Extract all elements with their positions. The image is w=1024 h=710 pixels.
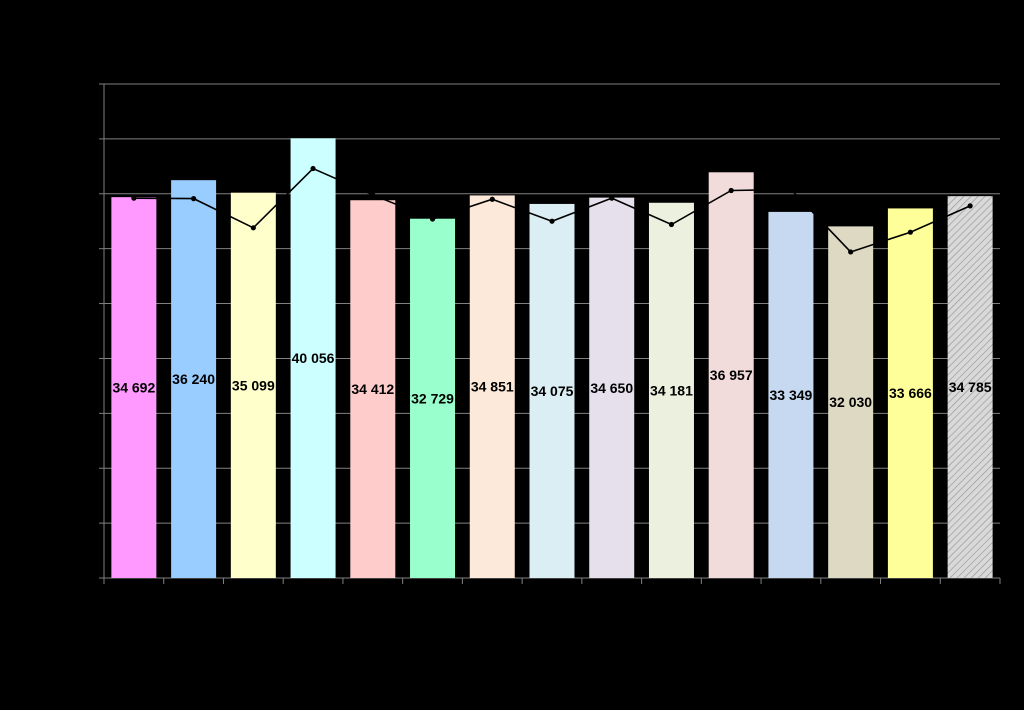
bar-value-label: 34 075 (531, 383, 574, 399)
bar (469, 195, 515, 579)
bar-value-label: 34 785 (949, 379, 992, 395)
line-point (250, 225, 256, 231)
bar-value-label: 34 181 (650, 382, 693, 398)
bar-value-label: 35 099 (232, 377, 275, 393)
bar-value-label: 33 349 (770, 387, 813, 403)
line-point (609, 195, 615, 201)
bar-value-label: 34 412 (351, 381, 394, 397)
bar-value-label: 32 030 (829, 394, 872, 410)
bar-value-label: 34 851 (471, 379, 514, 395)
bar (171, 180, 217, 578)
line-point (370, 192, 376, 198)
line-point (131, 195, 137, 201)
line-point (907, 229, 914, 235)
line-point (967, 203, 973, 209)
line-point (549, 218, 555, 224)
bar (290, 138, 336, 578)
line-point (429, 216, 436, 222)
bar (947, 196, 993, 578)
bar-series (111, 138, 993, 579)
bar (648, 202, 694, 578)
bar (529, 203, 575, 578)
bar-value-label: 32 729 (411, 390, 454, 406)
bar (708, 172, 754, 579)
bar (230, 192, 276, 578)
line-point (668, 221, 675, 228)
line-series (131, 165, 973, 255)
bar (111, 197, 157, 578)
bar (828, 226, 874, 578)
bar-value-label: 34 650 (590, 380, 633, 396)
bar (410, 218, 456, 578)
bar (887, 208, 933, 579)
line-point (310, 165, 316, 172)
bar (589, 197, 635, 578)
bar-value-labels: 34 692 36 240 35 099 40 056 34 412 32 729 34 8… (112, 350, 991, 410)
bar-value-label: 40 056 (292, 350, 335, 366)
bar-value-label: 36 240 (172, 371, 215, 387)
bar (350, 200, 396, 578)
bar-value-label: 36 957 (710, 367, 753, 383)
bar-value-label: 33 666 (889, 385, 932, 401)
line-point (728, 187, 734, 194)
line-point (489, 196, 495, 202)
bar (768, 211, 814, 578)
line-point (848, 249, 854, 255)
line-point (788, 186, 794, 192)
bar-value-label: 34 692 (112, 380, 155, 396)
line-point (191, 196, 197, 202)
